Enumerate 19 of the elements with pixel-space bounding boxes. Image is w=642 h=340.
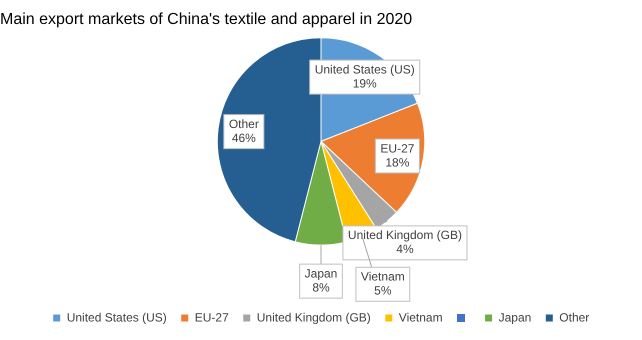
- slice-label: EU-27: [380, 141, 415, 156]
- legend-label: Japan: [498, 310, 532, 324]
- legend-label: Vietnam: [398, 310, 443, 324]
- chart-title: Main export markets of China's textile and apparel in 2020: [0, 11, 412, 28]
- data-label: 46%: [232, 130, 256, 145]
- legend-label: EU-27: [194, 310, 230, 324]
- data-label: 8%: [312, 280, 330, 294]
- legend-label: United States (US): [66, 310, 167, 324]
- legend-label: Other: [559, 310, 590, 324]
- slice-label: United States (US): [314, 62, 415, 76]
- slice-label: Japan: [304, 266, 338, 280]
- data-label: 19%: [352, 76, 378, 90]
- data-label: 4%: [396, 242, 414, 256]
- slice-label: United Kingdom (GB): [348, 228, 462, 242]
- data-label: 18%: [385, 155, 410, 170]
- slice-label: Vietnam: [360, 270, 405, 284]
- slice-label: Other: [228, 116, 259, 131]
- data-label: 5%: [374, 284, 392, 298]
- legend-label: United Kingdom (GB): [256, 310, 371, 324]
